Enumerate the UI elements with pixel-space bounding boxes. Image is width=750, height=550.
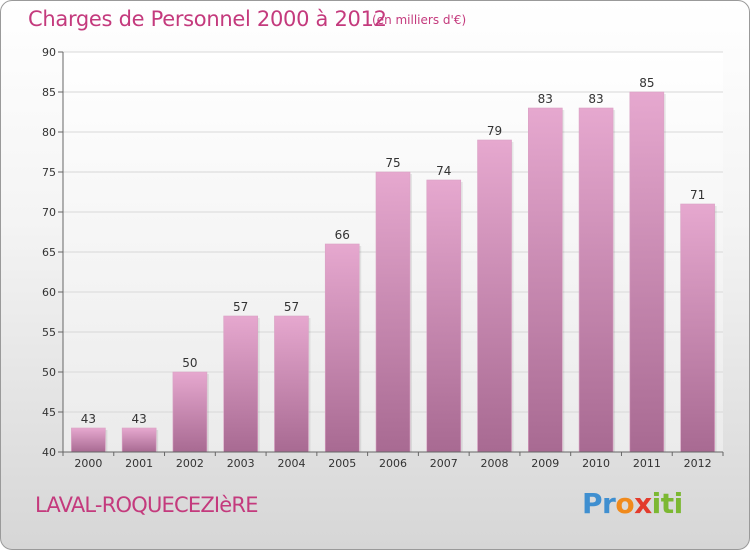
logo-letter: i <box>673 487 684 520</box>
bar <box>172 371 208 453</box>
data-label: 79 <box>487 124 502 138</box>
data-label: 75 <box>385 156 400 170</box>
data-label: 57 <box>284 300 299 314</box>
data-label: 71 <box>690 188 705 202</box>
data-label: 83 <box>538 92 553 106</box>
x-tick-label: 2009 <box>531 457 559 470</box>
y-tick-label: 90 <box>42 46 56 59</box>
x-tick-label: 2008 <box>481 457 509 470</box>
x-tick-label: 2010 <box>582 457 610 470</box>
y-tick-label: 75 <box>42 166 56 179</box>
y-tick-label: 80 <box>42 126 56 139</box>
data-label: 50 <box>182 356 197 370</box>
x-tick-label: 2002 <box>176 457 204 470</box>
bar <box>426 179 462 453</box>
bar <box>274 315 309 453</box>
logo-letter: x <box>634 487 652 520</box>
x-tick-label: 2012 <box>684 457 712 470</box>
x-tick-label: 2011 <box>633 457 661 470</box>
proxiti-logo: Proxiti <box>582 487 683 520</box>
bar <box>121 427 157 453</box>
bar <box>578 107 614 453</box>
data-label: 74 <box>436 164 451 178</box>
bar <box>680 203 715 453</box>
x-tick-label: 2005 <box>328 457 356 470</box>
logo-letter: o <box>615 487 635 520</box>
x-tick-label: 2000 <box>74 457 102 470</box>
bar <box>375 171 411 453</box>
bar <box>477 139 512 453</box>
data-label: 85 <box>639 76 654 90</box>
logo-letter: i <box>651 487 662 520</box>
data-label: 43 <box>132 412 147 426</box>
y-tick-label: 65 <box>42 246 56 259</box>
y-tick-label: 40 <box>42 446 56 459</box>
chart-subtitle: (en milliers d'€) <box>372 13 467 27</box>
y-tick-label: 85 <box>42 86 56 99</box>
bar <box>629 91 665 453</box>
y-tick-label: 45 <box>42 406 56 419</box>
logo-letter: t <box>660 487 674 520</box>
x-tick-label: 2001 <box>125 457 153 470</box>
x-tick-label: 2006 <box>379 457 407 470</box>
data-label: 83 <box>588 92 603 106</box>
data-label: 57 <box>233 300 248 314</box>
x-tick-label: 2007 <box>430 457 458 470</box>
data-label: 66 <box>335 228 350 242</box>
data-label: 43 <box>81 412 96 426</box>
commune-name: LAVAL-ROQUECEZIèRE <box>35 493 258 517</box>
bar <box>223 315 258 453</box>
logo-letter: r <box>602 487 616 520</box>
x-tick-label: 2003 <box>227 457 255 470</box>
bar <box>528 107 563 453</box>
x-tick-label: 2004 <box>277 457 305 470</box>
bar <box>324 243 360 453</box>
chart-title: Charges de Personnel 2000 à 2012 <box>28 7 387 31</box>
y-tick-label: 70 <box>42 206 56 219</box>
y-tick-label: 50 <box>42 366 56 379</box>
logo-letter: P <box>582 487 603 520</box>
bar <box>71 427 106 453</box>
y-tick-label: 55 <box>42 326 56 339</box>
y-tick-label: 60 <box>42 286 56 299</box>
